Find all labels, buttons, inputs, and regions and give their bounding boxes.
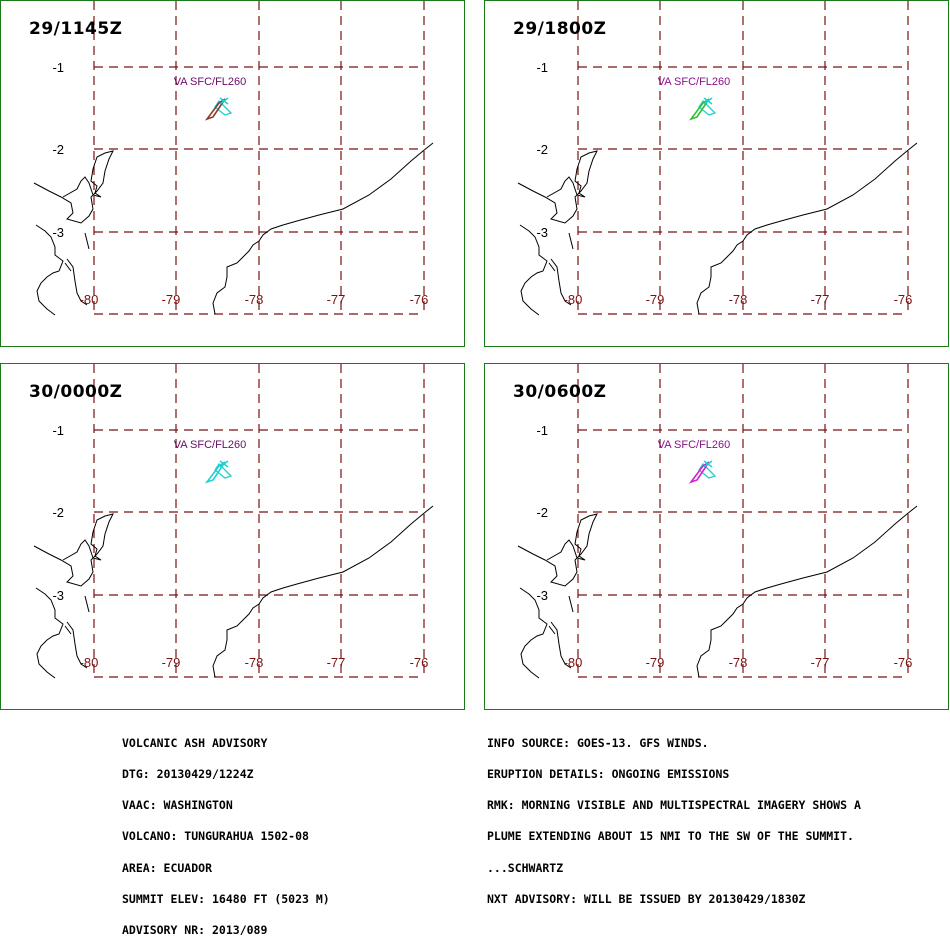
lon-label: -77: [327, 292, 346, 307]
ash-polygon: [214, 99, 233, 116]
lat-label: -1: [52, 423, 64, 438]
lat-label: -2: [52, 505, 64, 520]
lon-label: -80: [80, 655, 99, 670]
lon-label: -79: [646, 292, 665, 307]
lon-label: -76: [894, 655, 913, 670]
lon-label: -78: [729, 655, 748, 670]
map-panel-1: -1 -2 -3 -80 -79 -78 -77 -76 VA SFC/FL260 29/114…: [0, 0, 465, 347]
lon-label: -79: [646, 655, 665, 670]
advisory-line: SUMMIT ELEV: 16480 FT (5023 M): [122, 891, 330, 906]
coastline-detail: [548, 232, 574, 272]
advisory-line: ...SCHWARTZ: [487, 860, 564, 875]
coastline: [33, 150, 114, 316]
terrain-boundary: [212, 142, 434, 315]
advisory-line: PLUME EXTENDING ABOUT 15 NMI TO THE SW O…: [487, 829, 854, 844]
va-level-label: VA SFC/FL260: [174, 76, 247, 88]
volcano-icon: [219, 460, 229, 468]
panel-time-1: 29/1145Z: [29, 19, 123, 39]
coastline-detail: [64, 232, 90, 272]
lon-label: -78: [245, 655, 264, 670]
map-2: -1 -2 -3 -80 -79 -78 -77 -76 VA SFC/FL260: [517, 1, 918, 316]
map-4: -1 -2 -3 -80 -79 -78 -77 -76 VA SFC/FL260: [517, 364, 918, 679]
advisory-line: VOLCANIC ASH ADVISORY: [122, 735, 268, 750]
lon-label: -76: [894, 292, 913, 307]
advisory-line: VOLCANO: TUNGURAHUA 1502-08: [122, 829, 309, 844]
advisory-line: VAAC: WASHINGTON: [122, 798, 233, 813]
map-panel-3: -1 -2 -3 -80 -79 -78 -77 -76 VA SFC/FL260 30/000…: [0, 363, 465, 710]
advisory-line: RMK: MORNING VISIBLE AND MULTISPECTRAL I…: [487, 798, 861, 813]
coastline-detail: [548, 595, 574, 635]
coastline: [33, 513, 114, 679]
panel-time-4: 30/0600Z: [513, 382, 607, 402]
lon-label: -77: [811, 655, 830, 670]
volcano-icon: [703, 97, 713, 105]
lon-label: -77: [327, 655, 346, 670]
map-panel-2: -1 -2 -3 -80 -79 -78 -77 -76 VA SFC/FL260 29/180…: [484, 0, 949, 347]
lat-label: -3: [536, 225, 548, 240]
terrain-boundary: [696, 142, 918, 315]
ash-polygon: [214, 462, 233, 479]
lat-label: -3: [52, 588, 64, 603]
lat-label: -3: [536, 588, 548, 603]
panel-time-2: 29/1800Z: [513, 19, 607, 39]
coastline: [517, 513, 598, 679]
map-3: -1 -2 -3 -80 -79 -78 -77 -76 VA SFC/FL260: [33, 364, 434, 679]
lat-label: -2: [536, 505, 548, 520]
lon-label: -79: [162, 292, 181, 307]
volcano-icon: [219, 97, 229, 105]
map-1: -1 -2 -3 -80 -79 -78 -77 -76 VA SFC/FL260: [33, 1, 434, 316]
lon-label: -80: [80, 292, 99, 307]
volcano-icon: [703, 460, 713, 468]
lon-label: -77: [811, 292, 830, 307]
lon-label: -80: [564, 292, 583, 307]
advisory-line: NXT ADVISORY: WILL BE ISSUED BY 20130429…: [487, 891, 806, 906]
terrain-boundary: [212, 505, 434, 678]
lon-label: -76: [410, 655, 429, 670]
lon-label: -78: [729, 292, 748, 307]
lon-label: -78: [245, 292, 264, 307]
panel-time-3: 30/0000Z: [29, 382, 123, 402]
lat-label: -2: [536, 142, 548, 157]
lon-label: -80: [564, 655, 583, 670]
va-level-label: VA SFC/FL260: [658, 76, 731, 88]
map-panel-4: -1 -2 -3 -80 -79 -78 -77 -76 VA SFC/FL260 30/060…: [484, 363, 949, 710]
coastline-detail: [64, 595, 90, 635]
advisory-line: ADVISORY NR: 2013/089: [122, 923, 268, 938]
advisory-right: INFO SOURCE: GOES-13. GFS WINDS. ERUPTIO…: [487, 717, 861, 915]
advisory-left: VOLCANIC ASH ADVISORY DTG: 20130429/1224…: [122, 717, 330, 946]
va-level-label: VA SFC/FL260: [658, 439, 731, 451]
lon-label: -76: [410, 292, 429, 307]
lat-label: -3: [52, 225, 64, 240]
lat-label: -2: [52, 142, 64, 157]
advisory-line: INFO SOURCE: GOES-13. GFS WINDS.: [487, 735, 709, 750]
lat-label: -1: [536, 423, 548, 438]
va-level-label: VA SFC/FL260: [174, 439, 247, 451]
lat-label: -1: [536, 60, 548, 75]
lon-label: -79: [162, 655, 181, 670]
advisory-line: ERUPTION DETAILS: ONGOING EMISSIONS: [487, 767, 730, 782]
advisory-line: DTG: 20130429/1224Z: [122, 767, 254, 782]
advisory-line: AREA: ECUADOR: [122, 860, 213, 875]
lat-label: -1: [52, 60, 64, 75]
coastline: [517, 150, 598, 316]
ash-polygon: [698, 99, 717, 116]
terrain-boundary: [696, 505, 918, 678]
ash-polygon: [698, 462, 717, 479]
